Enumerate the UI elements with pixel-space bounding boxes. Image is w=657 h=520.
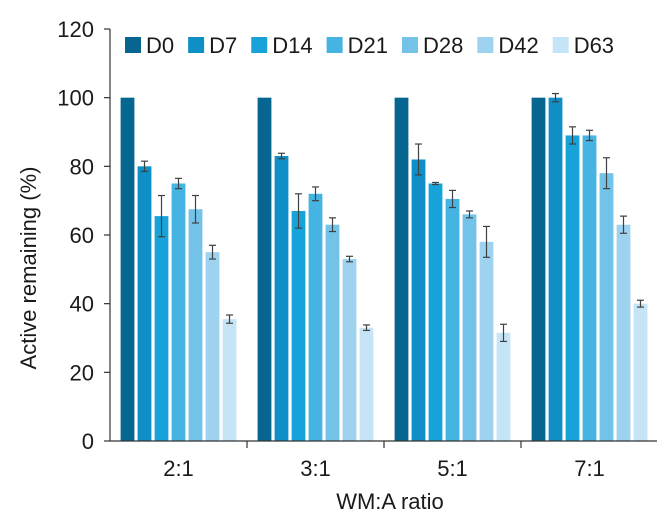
bar: [616, 224, 631, 441]
bar: [462, 214, 477, 441]
legend-label: D63: [574, 33, 614, 58]
y-axis-title: Active remaining (%): [16, 167, 41, 370]
x-tick-label: 7:1: [574, 456, 605, 481]
bar: [531, 97, 546, 442]
bar: [548, 97, 563, 442]
bar: [411, 159, 426, 441]
legend-label: D14: [272, 33, 312, 58]
bar: [222, 319, 237, 441]
legend-swatch: [401, 37, 418, 53]
legend-label: D21: [348, 33, 388, 58]
legend-swatch: [251, 37, 268, 53]
x-axis-title: WM:A ratio: [336, 489, 444, 514]
x-tick-label: 5:1: [437, 456, 468, 481]
legend-swatch: [477, 37, 494, 53]
x-tick-label: 3:1: [300, 456, 331, 481]
bar: [599, 173, 614, 441]
bar: [479, 241, 494, 441]
legend-swatch: [552, 37, 569, 53]
legend-label: D0: [146, 33, 174, 58]
bar: [308, 193, 323, 441]
bar: [394, 97, 409, 442]
y-tick-label: 80: [70, 154, 94, 179]
legend: D0 D7 D14 D21 D28 D42 D63: [125, 33, 614, 58]
bar: [137, 166, 152, 442]
axes: 0 20 40 60 80 100 120 2:1 3:1 5:1 7:1: [57, 17, 657, 481]
bar: [359, 327, 374, 441]
x-tick-label: 2:1: [163, 456, 194, 481]
bar: [342, 259, 357, 441]
bar: [582, 135, 597, 441]
legend-swatch: [188, 37, 205, 53]
legend-label: D28: [423, 33, 463, 58]
bars: [120, 92, 648, 442]
bar: [257, 97, 272, 442]
legend-label: D42: [498, 33, 538, 58]
bar: [120, 97, 135, 442]
y-tick-label: 120: [57, 17, 94, 42]
y-tick-label: 60: [70, 223, 94, 248]
y-tick-label: 0: [82, 429, 94, 454]
bar: [325, 224, 340, 441]
bar: [205, 252, 220, 441]
bar: [496, 332, 511, 441]
bar: [428, 183, 443, 441]
bar: [291, 210, 306, 441]
bar: [565, 135, 580, 441]
y-tick-label: 100: [57, 86, 94, 111]
bar: [633, 303, 648, 441]
legend-swatch: [125, 37, 141, 53]
bar: [171, 183, 186, 441]
bar: [154, 216, 169, 441]
y-tick-label: 40: [70, 292, 94, 317]
legend-label: D7: [209, 33, 237, 58]
bar: [188, 209, 203, 441]
y-tick-label: 20: [70, 360, 94, 385]
legend-swatch: [326, 37, 343, 53]
bar: [274, 156, 289, 442]
bar: [445, 198, 460, 441]
